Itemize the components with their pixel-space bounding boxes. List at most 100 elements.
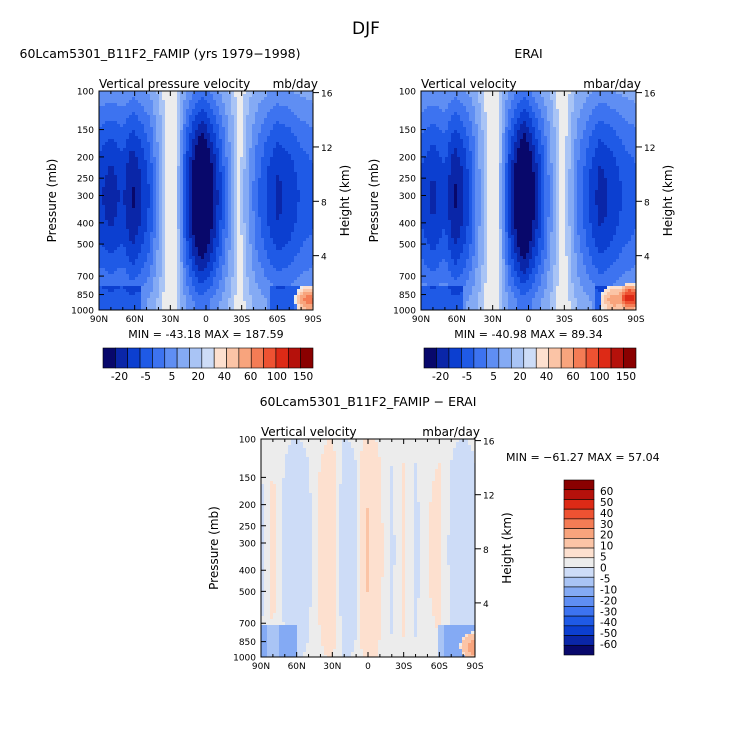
- y-tick-label: 850: [77, 291, 94, 301]
- colorbar-label: 60: [566, 371, 579, 383]
- colorbar-label: -10: [600, 584, 617, 596]
- colorbar-box: [164, 347, 178, 369]
- y-tick-label: 850: [399, 291, 416, 301]
- x-tick-label: 60N: [448, 315, 466, 325]
- y-tick-label: 1000: [233, 654, 256, 664]
- colorbar-box: [573, 347, 587, 369]
- colorbar-label: 5: [600, 552, 607, 564]
- right-string: mbar/day: [583, 77, 641, 91]
- y2-tick-label: 16: [321, 90, 333, 100]
- y-tick-label: 300: [239, 540, 256, 550]
- y2-axis-label: Height (km): [338, 165, 352, 236]
- colorbar-box: [238, 347, 252, 369]
- left-string: Vertical velocity: [261, 425, 357, 439]
- panel-1: 60Lcam5301_B11F2_FAMIP (yrs 1979−1998) Ve…: [20, 46, 352, 383]
- colorbar-label: -5: [600, 573, 610, 585]
- plot-field: [261, 439, 475, 657]
- y-tick-label: 100: [239, 436, 256, 446]
- y-axis-label: Pressure (mb): [367, 159, 381, 243]
- y2-tick-label: 16: [644, 90, 656, 100]
- colorbar-label: -40: [600, 617, 617, 629]
- colorbar-box: [563, 567, 595, 578]
- colorbar-box: [563, 479, 595, 491]
- y-tick-label: 300: [399, 192, 416, 202]
- y-tick-label: 250: [239, 522, 256, 532]
- colorbar-box: [535, 347, 550, 369]
- colorbar-box: [610, 347, 624, 369]
- x-tick-label: 0: [526, 315, 532, 325]
- colorbar-box: [287, 347, 301, 369]
- colorbar-box: [560, 347, 574, 369]
- colorbar-box: [213, 347, 227, 369]
- colorbar-label: -60: [600, 639, 617, 651]
- colorbar-box: [563, 508, 595, 520]
- colorbar-label: 100: [590, 371, 610, 383]
- y-tick-label: 100: [399, 88, 416, 98]
- y2-tick-label: 8: [321, 198, 327, 208]
- colorbar-box: [139, 347, 153, 369]
- x-tick-label: 0: [365, 662, 371, 672]
- colorbar-box: [563, 518, 595, 529]
- x-tick-label: 90S: [466, 662, 483, 672]
- colorbar-label: 60: [600, 486, 613, 498]
- colorbar-box: [598, 347, 612, 369]
- y-tick-label: 200: [399, 153, 416, 163]
- x-tick-label: 90S: [627, 315, 644, 325]
- colorbar-label: 5: [490, 371, 497, 383]
- y2-tick-label: 12: [321, 144, 332, 154]
- panel-2: ERAI Vertical velocity mbar/day 100 150 200 25…: [367, 46, 675, 383]
- x-tick-label: 60N: [288, 662, 306, 672]
- colorbar-label: 150: [293, 371, 313, 383]
- plot-field: [99, 91, 313, 310]
- panel-title: ERAI: [514, 46, 542, 61]
- y-tick-label: 700: [399, 273, 416, 283]
- y2-tick-label: 8: [644, 198, 650, 208]
- y-axis-label: Pressure (mb): [207, 506, 221, 590]
- colorbar-label: -50: [600, 628, 617, 640]
- y2-axis-label: Height (km): [661, 165, 675, 236]
- colorbar-box: [473, 347, 487, 369]
- colorbar-box: [563, 606, 595, 617]
- colorbar-box: [226, 347, 240, 369]
- x-tick-label: 90S: [304, 315, 321, 325]
- colorbar-label: 40: [218, 371, 231, 383]
- y-tick-label: 100: [77, 88, 94, 98]
- y2-tick-label: 12: [644, 144, 655, 154]
- right-string: mbar/day: [422, 425, 480, 439]
- colorbar: -20 -5 5 20 40 60 100 150: [102, 347, 314, 383]
- colorbar-label: 100: [267, 371, 287, 383]
- colorbar-box: [486, 347, 500, 369]
- colorbar-box: [423, 347, 437, 369]
- y-tick-label: 250: [399, 175, 416, 185]
- x-tick-label: 30N: [323, 662, 341, 672]
- colorbar-box: [115, 347, 129, 369]
- y-tick-label: 150: [399, 126, 416, 136]
- y-tick-label: 300: [77, 192, 94, 202]
- colorbar-label: 5: [169, 371, 176, 383]
- colorbar-label: 150: [616, 371, 636, 383]
- colorbar-box: [563, 547, 595, 559]
- y-tick-label: 400: [399, 219, 416, 229]
- x-tick-label: 60S: [592, 315, 609, 325]
- colorbar-box: [127, 347, 141, 369]
- y-tick-label: 1000: [393, 307, 416, 317]
- colorbar-box: [152, 347, 166, 369]
- colorbar-box: [448, 347, 462, 369]
- y-tick-label: 500: [77, 241, 94, 251]
- panel-3: 60Lcam5301_B11F2_FAMIP − ERAI Vertical ve…: [207, 394, 660, 672]
- colorbar-box: [563, 644, 595, 656]
- colorbar-box: [523, 347, 537, 369]
- colorbar-box: [275, 347, 289, 369]
- colorbar-box: [300, 347, 314, 369]
- colorbar-box: [563, 576, 595, 588]
- y2-axis-label: Height (km): [500, 512, 514, 583]
- colorbar-label: -5: [140, 371, 150, 383]
- y-tick-label: 150: [239, 474, 256, 484]
- colorbar-box: [563, 528, 595, 539]
- left-string: Vertical velocity: [421, 77, 517, 91]
- x-tick-label: 30S: [556, 315, 573, 325]
- x-tick-label: 90N: [90, 315, 108, 325]
- colorbar-label: -20: [600, 595, 617, 607]
